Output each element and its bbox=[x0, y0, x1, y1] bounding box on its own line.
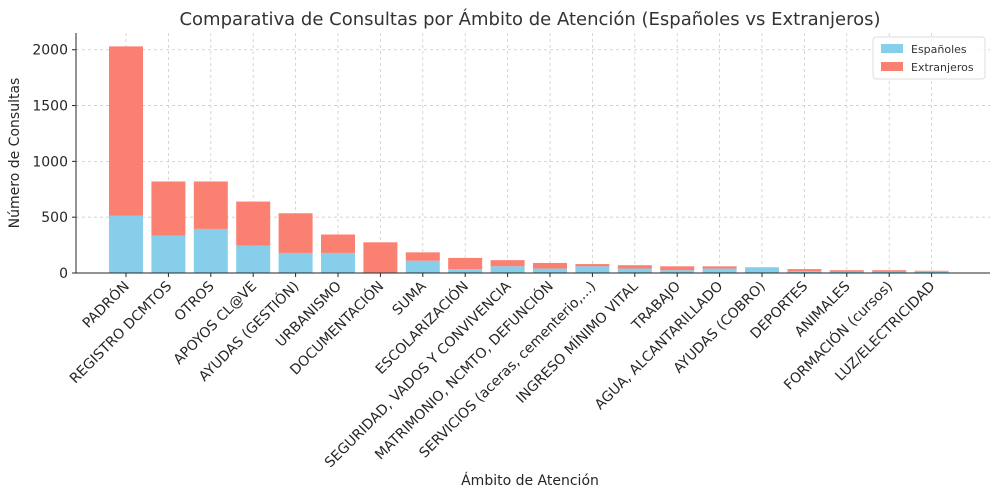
legend-swatch bbox=[881, 62, 903, 71]
bar-extranjeros bbox=[151, 181, 186, 236]
bar-espanoles bbox=[914, 271, 949, 273]
bar-extranjeros bbox=[787, 269, 822, 272]
bar-extranjeros bbox=[575, 264, 610, 267]
y-tick-label: 1500 bbox=[32, 99, 68, 115]
chart-title: Comparativa de Consultas por Ámbito de A… bbox=[179, 8, 880, 30]
bar-extranjeros bbox=[321, 234, 355, 253]
bar-extranjeros bbox=[448, 257, 483, 270]
bar-extranjeros bbox=[236, 201, 271, 246]
bar-espanoles bbox=[448, 269, 483, 273]
bar-espanoles bbox=[575, 266, 610, 273]
bar-extranjeros bbox=[193, 181, 228, 229]
bar-espanoles bbox=[236, 245, 271, 273]
bar-extranjeros bbox=[109, 46, 143, 216]
bar-extranjeros bbox=[872, 270, 907, 272]
axes bbox=[75, 33, 990, 274]
bar-espanoles bbox=[745, 267, 779, 273]
bar-espanoles bbox=[660, 270, 695, 273]
legend-label: Extranjeros bbox=[911, 61, 974, 74]
y-ticks: 0 500 1000 1500 2000 bbox=[32, 43, 76, 282]
bar-espanoles bbox=[533, 268, 567, 273]
y-tick-label: 500 bbox=[41, 210, 68, 226]
bar-espanoles bbox=[193, 228, 228, 273]
x-tick-label: SUMA bbox=[389, 278, 429, 318]
bar-extranjeros bbox=[702, 266, 737, 269]
bar-extranjeros bbox=[278, 213, 313, 253]
bar-espanoles bbox=[617, 268, 652, 273]
bar-extranjeros bbox=[745, 267, 779, 268]
bar-extranjeros bbox=[914, 270, 949, 272]
bar-espanoles bbox=[490, 266, 525, 273]
bar-extranjeros bbox=[660, 266, 695, 271]
bar-espanoles bbox=[278, 252, 313, 273]
legend-swatch bbox=[881, 44, 903, 53]
bar-espanoles bbox=[109, 215, 143, 273]
bars bbox=[109, 46, 949, 273]
bar-extranjeros bbox=[363, 242, 398, 273]
bar-extranjeros bbox=[533, 262, 567, 269]
bar-espanoles bbox=[321, 252, 355, 273]
bar-espanoles bbox=[405, 260, 440, 273]
bar-extranjeros bbox=[829, 270, 864, 272]
legend-label: Españoles bbox=[911, 43, 967, 56]
y-tick-label: 1000 bbox=[32, 154, 68, 170]
bar-extranjeros bbox=[405, 252, 440, 261]
bar-extranjeros bbox=[617, 265, 652, 269]
bar-espanoles bbox=[872, 271, 907, 273]
y-axis-label: Número de Consultas bbox=[7, 78, 23, 229]
bar-espanoles bbox=[151, 235, 186, 273]
bar-espanoles bbox=[702, 268, 737, 273]
bar-espanoles bbox=[787, 271, 822, 273]
bar-espanoles bbox=[829, 271, 864, 273]
bar-extranjeros bbox=[490, 260, 525, 267]
y-tick-label: 2000 bbox=[32, 43, 68, 59]
y-tick-label: 0 bbox=[59, 266, 68, 282]
legend: Españoles Extranjeros bbox=[872, 36, 986, 80]
x-axis-label: Ámbito de Atención bbox=[461, 472, 599, 489]
